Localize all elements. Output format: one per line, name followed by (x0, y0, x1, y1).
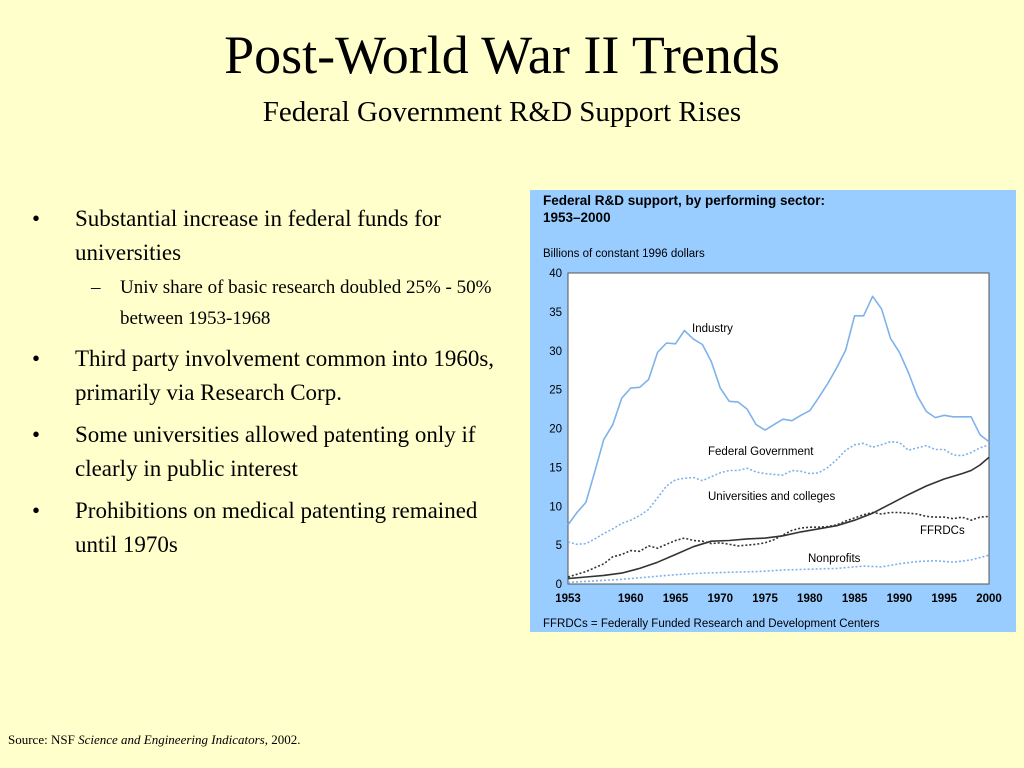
plot-area (567, 272, 990, 585)
series-lines (567, 295, 990, 584)
y-tick-label: 40 (549, 268, 562, 280)
y-tick-label: 0 (556, 579, 562, 591)
bullet-list: Substantial increase in federal funds fo… (32, 202, 522, 570)
y-tick-labels: 0 5 10 15 20 25 30 35 40 (549, 268, 562, 591)
chart-y-axis-label: Billions of constant 1996 dollars (543, 248, 705, 260)
sub-bullet-item: Univ share of basic research doubled 25%… (75, 272, 522, 334)
x-tick-label: 2000 (976, 593, 1002, 605)
slide-subtitle: Federal Government R&D Support Rises (262, 96, 742, 128)
x-tick-label: 1990 (887, 593, 913, 605)
bullet-text: Substantial increase in federal funds fo… (75, 206, 441, 265)
bullet-item: Third party involvement common into 1960… (32, 342, 522, 410)
bullet-item: Prohibitions on medical patenting remain… (32, 494, 522, 562)
series-label-ffrdcs: FFRDCs (920, 525, 965, 537)
y-tick-label: 35 (549, 307, 562, 319)
x-tick-label: 1985 (842, 593, 868, 605)
series-labels: Industry Federal Government Universities… (692, 323, 965, 565)
series-label-universities: Universities and colleges (708, 491, 835, 503)
series-label-federal-government: Federal Government (708, 446, 814, 458)
sub-bullet-text: Univ share of basic research doubled 25%… (120, 277, 492, 329)
y-tick-label: 5 (556, 540, 562, 552)
source-publication: Science and Engineering Indicators (78, 732, 265, 747)
chart-panel: Federal R&D support, by performing secto… (530, 190, 1016, 632)
bullet-item: Some universities allowed patenting only… (32, 418, 522, 486)
y-tick-label: 30 (549, 346, 562, 358)
x-tick-label: 1980 (797, 593, 823, 605)
rd-support-chart: Federal R&D support, by performing secto… (543, 193, 1002, 630)
chart-title-line-2: 1953–2000 (543, 210, 611, 225)
sub-bullet-list: Univ share of basic research doubled 25%… (75, 272, 522, 334)
series-line-universities-and-colleges (567, 456, 990, 580)
source-suffix: , 2002. (264, 732, 301, 747)
y-tick-label: 10 (549, 501, 562, 513)
source-citation: Source: NSF Science and Engineering Indi… (8, 731, 300, 749)
y-tick-label: 25 (549, 385, 562, 397)
series-label-industry: Industry (692, 323, 733, 335)
bullet-item: Substantial increase in federal funds fo… (32, 202, 522, 334)
x-tick-label: 1970 (707, 593, 733, 605)
series-label-nonprofits: Nonprofits (808, 553, 861, 565)
source-prefix: Source: NSF (8, 732, 79, 747)
bullet-text: Prohibitions on medical patenting remain… (75, 498, 478, 557)
x-tick-label: 1995 (931, 593, 957, 605)
bullet-text: Third party involvement common into 1960… (75, 346, 495, 405)
y-tick-label: 20 (549, 424, 562, 436)
x-tick-label: 1960 (618, 593, 644, 605)
series-line-ffrdcs (567, 511, 990, 578)
chart-title-line-1: Federal R&D support, by performing secto… (543, 193, 825, 208)
slide-title: Post-World War II Trends (224, 25, 780, 85)
chart-footnote: FFRDCs = Federally Funded Research and D… (543, 618, 880, 630)
series-line-nonprofits (567, 554, 990, 584)
x-tick-labels: 1953 1960 1965 1970 1975 1980 1985 1990 1995 2000 (555, 593, 1002, 605)
bullet-text: Some universities allowed patenting only… (75, 422, 476, 481)
series-line-federal-government (567, 440, 990, 546)
x-tick-label: 1953 (555, 593, 581, 605)
y-tick-label: 15 (549, 462, 562, 474)
x-tick-label: 1975 (752, 593, 778, 605)
x-tick-label: 1965 (663, 593, 689, 605)
series-line-industry (567, 295, 990, 526)
